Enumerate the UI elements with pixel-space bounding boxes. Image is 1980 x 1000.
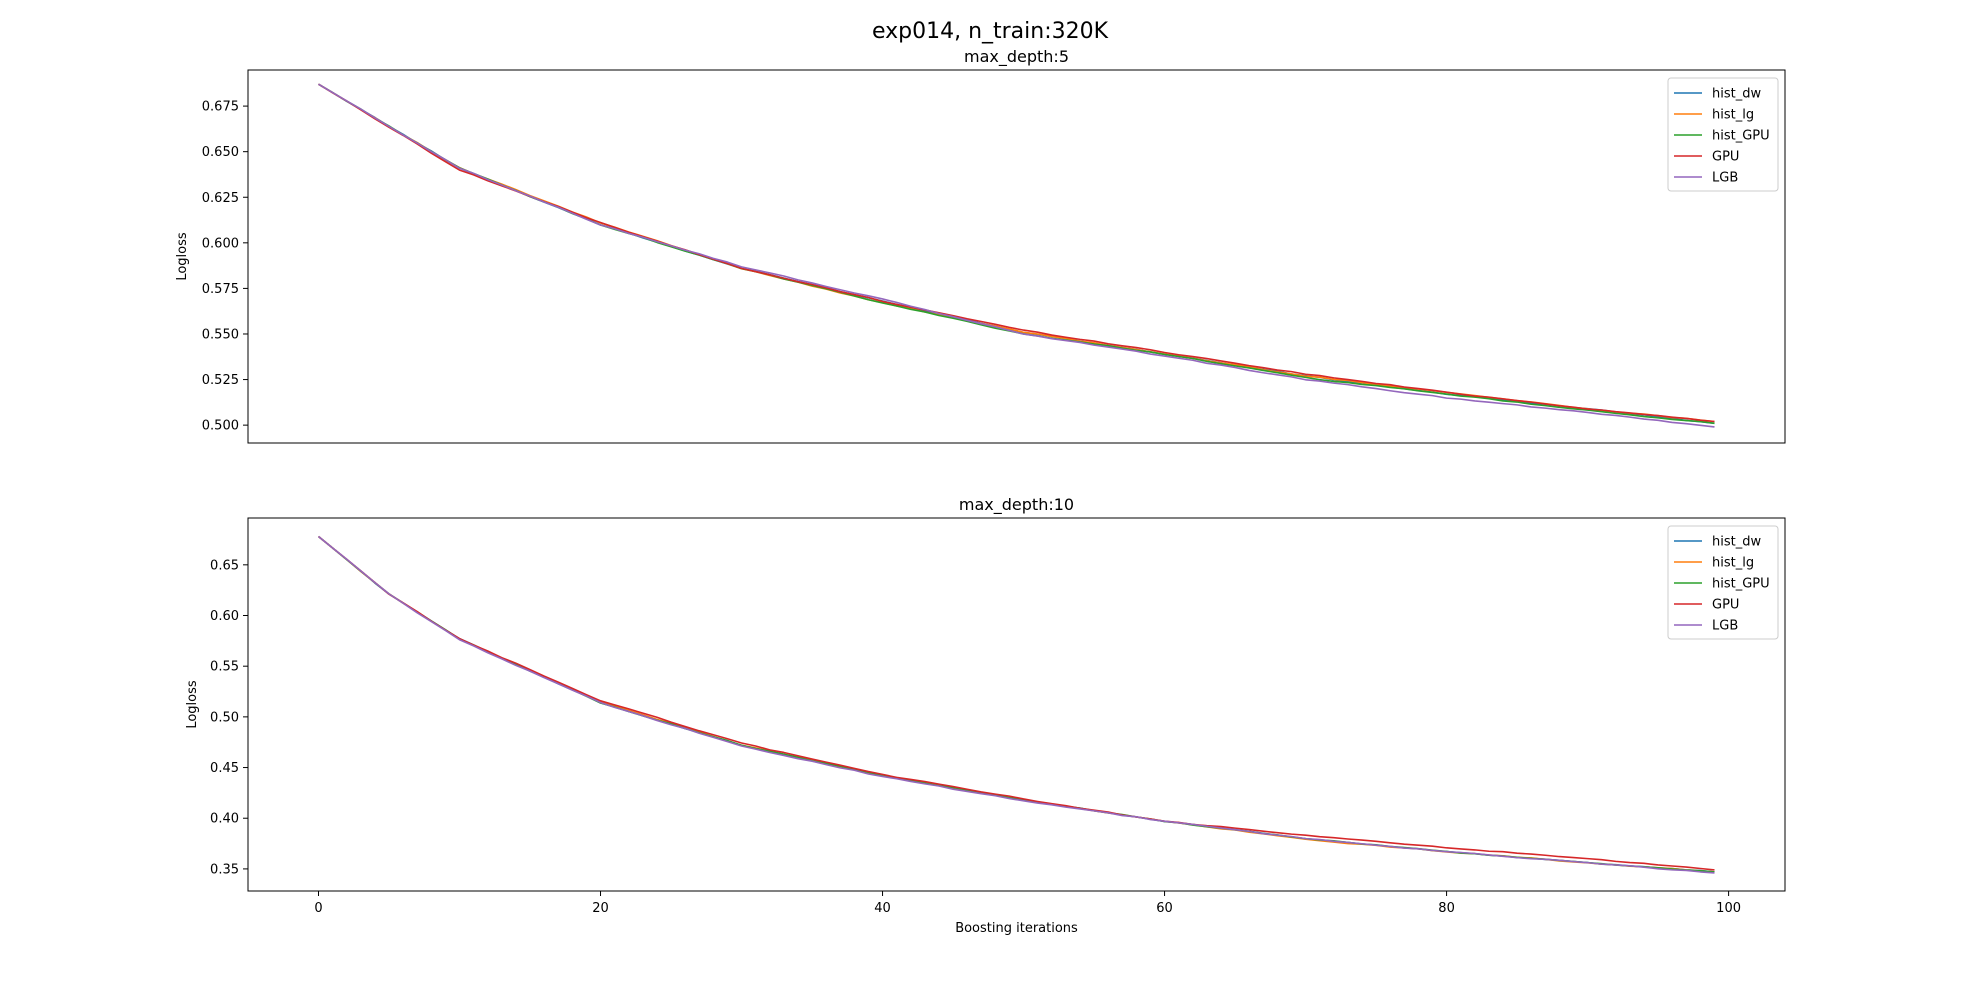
y-tick-label: 0.45: [210, 761, 239, 776]
x-tick-label: 20: [592, 901, 609, 916]
y-tick-label: 0.500: [202, 419, 239, 434]
figure-suptitle: exp014, n_train:320K: [872, 19, 1109, 44]
legend: hist_dw hist_lg hist_GPU GPU LGB: [1667, 525, 1779, 640]
subplot-title: max_depth:5: [964, 47, 1069, 67]
legend-box: [1667, 525, 1779, 640]
legend: hist_dw hist_lg hist_GPU GPU LGB: [1667, 77, 1779, 192]
legend-box: [1667, 77, 1779, 192]
series-lines: [317, 535, 1715, 874]
legend-label-lgb: LGB: [1712, 619, 1738, 634]
legend-label-hist-lg: hist_lg: [1712, 108, 1754, 123]
x-axis-label: Boosting iterations: [955, 921, 1078, 936]
plot-area: [248, 70, 1785, 443]
subplot-title: max_depth:10: [959, 495, 1074, 515]
y-tick-label: 0.50: [210, 710, 239, 725]
y-axis-label: Logloss: [185, 680, 200, 729]
subplot-2: max_depth:10 0.35 0.40 0.45 0.50 0.55 0.60 0.65…: [185, 495, 1786, 936]
y-tick-label: 0.550: [202, 327, 239, 342]
y-tick-label: 0.65: [210, 558, 239, 573]
legend-label-gpu: GPU: [1712, 150, 1739, 165]
plot-frame: [247, 517, 1786, 892]
x-tick-label: 40: [874, 901, 891, 916]
x-tick-label: 80: [1438, 901, 1455, 916]
legend-label-hist-gpu: hist_GPU: [1712, 129, 1770, 144]
y-tick-label: 0.625: [202, 191, 239, 206]
y-tick-label: 0.575: [202, 282, 239, 297]
y-tick-label: 0.60: [210, 609, 239, 624]
y-tick-label: 0.525: [202, 373, 239, 388]
subplot-1: max_depth:5 0.500 0.525 0.550 0.575 0.600 0.62…: [175, 47, 1786, 444]
y-tick-label: 0.55: [210, 660, 239, 675]
x-tick-label: 100: [1716, 901, 1741, 916]
series-line-lgb: [318, 83, 1715, 428]
series-lines: [318, 83, 1715, 428]
y-axis-label: Logloss: [175, 232, 190, 281]
subplots-container: max_depth:50.5000.5250.5500.5750.6000.62…: [175, 47, 1786, 936]
y-tick-label: 0.675: [202, 100, 239, 115]
legend-label-hist-lg: hist_lg: [1712, 556, 1754, 571]
series-line-gpu: [317, 535, 1715, 871]
plot-frame: [247, 69, 1786, 444]
legend-label-gpu: GPU: [1712, 598, 1739, 613]
legend-label-hist-dw: hist_dw: [1712, 535, 1761, 550]
series-line-lgb: [317, 535, 1715, 874]
y-tick-label: 0.650: [202, 145, 239, 160]
legend-label-hist-gpu: hist_GPU: [1712, 577, 1770, 592]
legend-label-lgb: LGB: [1712, 171, 1738, 186]
plot-area: [248, 518, 1785, 891]
x-tick-label: 60: [1156, 901, 1173, 916]
y-tick-label: 0.40: [210, 812, 239, 827]
legend-label-hist-dw: hist_dw: [1712, 87, 1761, 102]
x-tick-label: 0: [314, 901, 322, 916]
y-tick-label: 0.35: [210, 862, 239, 877]
y-tick-label: 0.600: [202, 236, 239, 251]
